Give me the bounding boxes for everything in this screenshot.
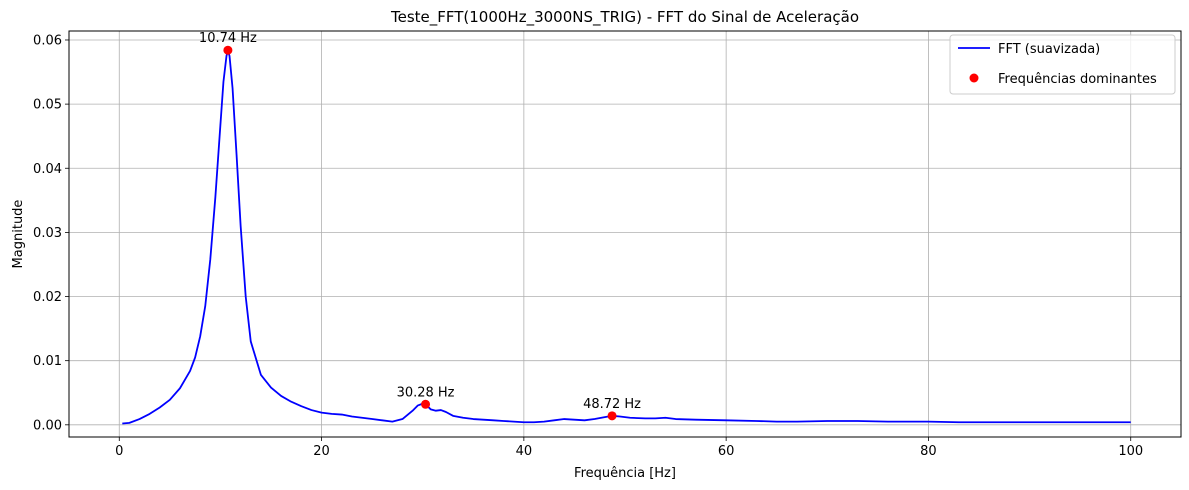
x-tick-label: 40 bbox=[516, 444, 533, 459]
x-axis-ticks: 0 20 40 60 80 100 bbox=[115, 437, 1143, 459]
y-tick-label: 0.02 bbox=[33, 290, 62, 305]
dominant-frequency-marker bbox=[607, 411, 617, 421]
y-tick-label: 0.01 bbox=[33, 354, 62, 369]
legend-label-dominant: Frequências dominantes bbox=[998, 72, 1157, 87]
x-tick-label: 20 bbox=[313, 444, 330, 459]
dominant-frequency-marker bbox=[421, 399, 431, 409]
x-tick-label: 0 bbox=[115, 444, 123, 459]
y-tick-label: 0.03 bbox=[33, 226, 62, 241]
x-axis-title: Frequência [Hz] bbox=[574, 466, 676, 481]
dominant-frequency-marker bbox=[223, 45, 233, 55]
plot-frame bbox=[68, 30, 1182, 438]
legend: FFT (suavizada) Frequências dominantes bbox=[949, 34, 1176, 95]
legend-label-fft: FFT (suavizada) bbox=[998, 42, 1100, 57]
dominant-frequency-label: 30.28 Hz bbox=[397, 385, 455, 400]
y-tick-label: 0.00 bbox=[33, 418, 62, 433]
legend-box bbox=[949, 34, 1176, 95]
y-axis-title: Magnitude bbox=[11, 200, 26, 269]
legend-marker-swatch bbox=[969, 73, 979, 83]
y-tick-label: 0.05 bbox=[33, 98, 62, 113]
chart-title: Teste_FFT(1000Hz_3000NS_TRIG) - FFT do S… bbox=[390, 8, 859, 27]
y-axis-ticks: 0.00 0.01 0.02 0.03 0.04 0.05 0.06 bbox=[33, 33, 69, 433]
dominant-frequency-label: 10.74 Hz bbox=[199, 31, 257, 46]
x-tick-label: 100 bbox=[1118, 444, 1143, 459]
x-tick-label: 60 bbox=[718, 444, 735, 459]
x-tick-label: 80 bbox=[920, 444, 937, 459]
y-tick-label: 0.06 bbox=[33, 33, 62, 48]
y-tick-label: 0.04 bbox=[33, 162, 62, 177]
plot-content: 10.74 Hz 30.28 Hz 48.72 Hz bbox=[122, 31, 1131, 425]
grid-lines bbox=[69, 31, 1181, 437]
dominant-frequency-label: 48.72 Hz bbox=[583, 397, 641, 412]
